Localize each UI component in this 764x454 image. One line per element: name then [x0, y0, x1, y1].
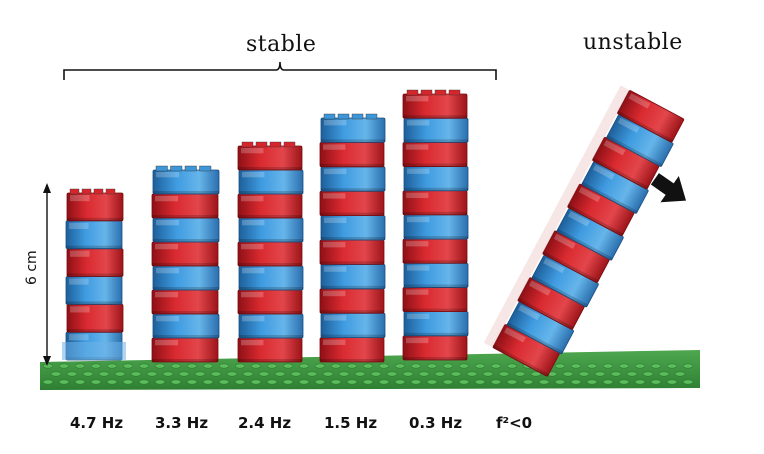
baseplate-studs [42, 363, 694, 385]
brick-tower [402, 89, 469, 361]
arrow-icon [650, 173, 687, 203]
frequency-label: 4.7 Hz [70, 414, 124, 432]
frequency-label: 0.3 Hz [409, 414, 463, 432]
brick-tower-unstable [483, 85, 685, 377]
stable-bracket [63, 61, 497, 80]
brick-tower [151, 165, 220, 363]
brick-towers [62, 85, 685, 377]
frequency-label: f²<0 [496, 414, 533, 432]
frequency-label: 3.3 Hz [155, 414, 209, 432]
unstable-label: unstable [583, 30, 683, 55]
brick-tower [237, 141, 304, 363]
frequency-label: 2.4 Hz [238, 414, 292, 432]
scale-length-label: 6 cm [24, 250, 40, 285]
stable-label: stable [246, 32, 317, 57]
brick-tower [62, 188, 126, 361]
brick-tower [319, 113, 386, 363]
scale-bar [43, 183, 51, 366]
frequency-label: 1.5 Hz [324, 414, 378, 432]
